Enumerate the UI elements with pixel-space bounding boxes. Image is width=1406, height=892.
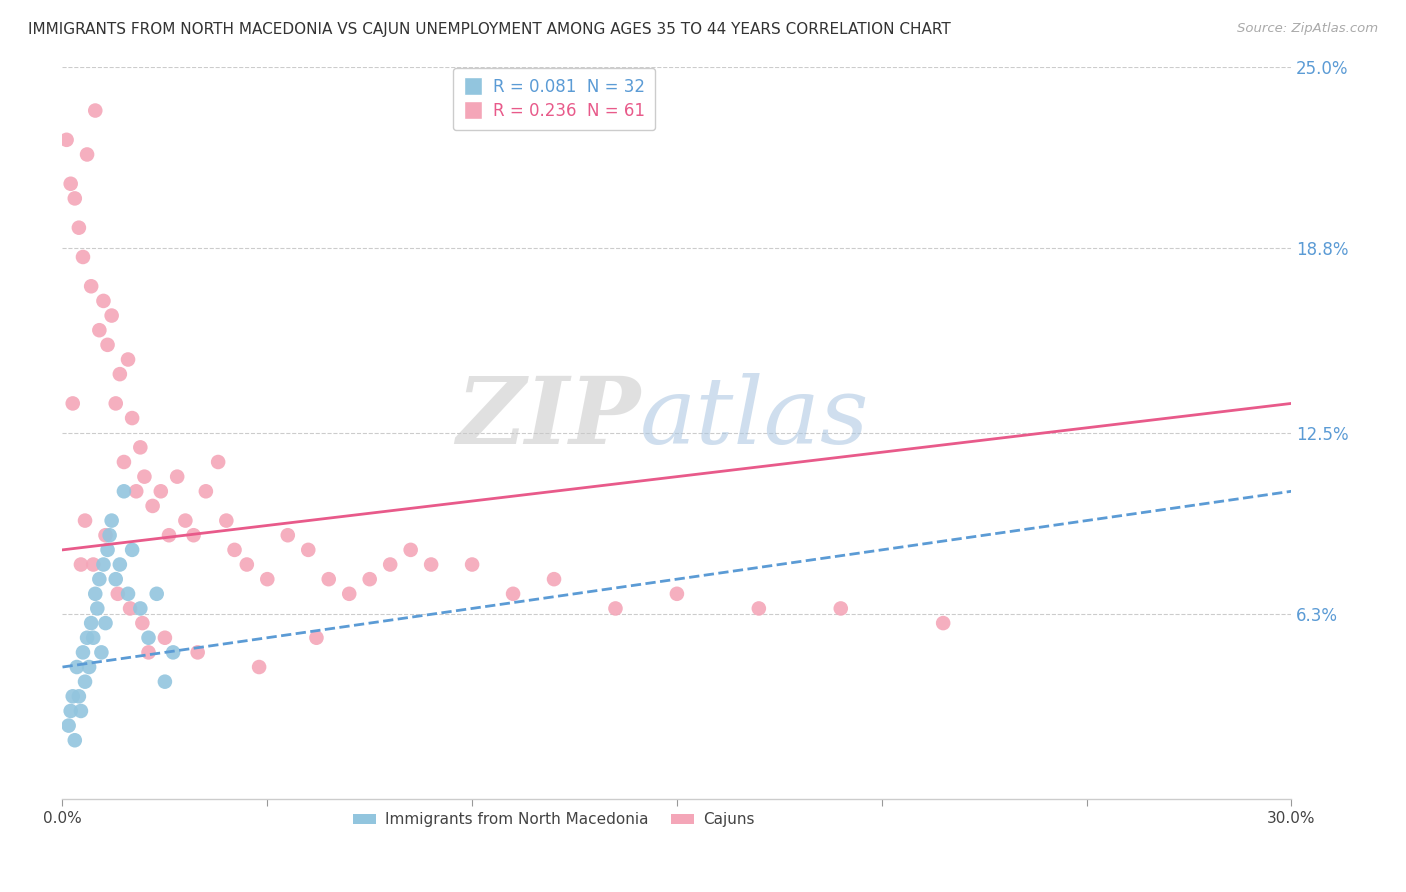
Point	[72, 250, 94, 264]
Point	[98, 528, 121, 542]
Point	[86, 601, 108, 615]
Point	[59, 177, 82, 191]
Point	[96, 542, 118, 557]
Point	[72, 645, 94, 659]
Point	[153, 674, 176, 689]
Point	[399, 542, 422, 557]
Point	[149, 484, 172, 499]
Point	[129, 441, 152, 455]
Point	[932, 616, 955, 631]
Point	[62, 690, 84, 704]
Point	[121, 542, 143, 557]
Point	[194, 484, 217, 499]
Point	[117, 587, 139, 601]
Point	[183, 528, 205, 542]
Point	[131, 616, 153, 631]
Point	[121, 411, 143, 425]
Point	[502, 587, 524, 601]
Point	[112, 455, 135, 469]
Point	[89, 572, 111, 586]
Point	[142, 499, 165, 513]
Point	[138, 645, 160, 659]
Point	[162, 645, 184, 659]
Point	[100, 309, 122, 323]
Point	[207, 455, 229, 469]
Point	[80, 616, 103, 631]
Point	[187, 645, 209, 659]
Point	[82, 558, 104, 572]
Point	[90, 645, 112, 659]
Point	[80, 279, 103, 293]
Point	[461, 558, 484, 572]
Point	[138, 631, 160, 645]
Point	[94, 616, 117, 631]
Point	[70, 704, 93, 718]
Point	[543, 572, 565, 586]
Point	[120, 601, 142, 615]
Point	[84, 103, 107, 118]
Point	[748, 601, 770, 615]
Point	[94, 528, 117, 542]
Point	[256, 572, 278, 586]
Text: Source: ZipAtlas.com: Source: ZipAtlas.com	[1237, 22, 1378, 36]
Point	[112, 484, 135, 499]
Point	[104, 572, 127, 586]
Point	[157, 528, 180, 542]
Point	[174, 514, 197, 528]
Point	[117, 352, 139, 367]
Point	[107, 587, 129, 601]
Point	[153, 631, 176, 645]
Point	[70, 558, 93, 572]
Point	[297, 542, 319, 557]
Point	[93, 293, 115, 308]
Point	[59, 704, 82, 718]
Point	[236, 558, 259, 572]
Point	[67, 690, 90, 704]
Point	[318, 572, 340, 586]
Point	[830, 601, 852, 615]
Point	[380, 558, 402, 572]
Point	[89, 323, 111, 337]
Point	[665, 587, 688, 601]
Point	[104, 396, 127, 410]
Point	[84, 587, 107, 601]
Point	[76, 147, 98, 161]
Point	[73, 674, 96, 689]
Point	[305, 631, 328, 645]
Point	[63, 733, 86, 747]
Point	[63, 191, 86, 205]
Point	[73, 514, 96, 528]
Point	[145, 587, 167, 601]
Point	[277, 528, 299, 542]
Point	[215, 514, 238, 528]
Point	[125, 484, 148, 499]
Point	[108, 558, 131, 572]
Point	[247, 660, 270, 674]
Legend: Immigrants from North Macedonia, Cajuns: Immigrants from North Macedonia, Cajuns	[346, 805, 762, 835]
Text: ZIP: ZIP	[456, 373, 640, 463]
Point	[96, 338, 118, 352]
Point	[166, 469, 188, 483]
Point	[62, 396, 84, 410]
Point	[359, 572, 381, 586]
Text: atlas: atlas	[640, 373, 869, 463]
Point	[76, 631, 98, 645]
Point	[67, 220, 90, 235]
Point	[58, 718, 80, 732]
Point	[605, 601, 627, 615]
Point	[108, 367, 131, 381]
Point	[100, 514, 122, 528]
Point	[55, 133, 77, 147]
Point	[134, 469, 156, 483]
Point	[77, 660, 100, 674]
Point	[337, 587, 360, 601]
Point	[420, 558, 443, 572]
Point	[93, 558, 115, 572]
Point	[82, 631, 104, 645]
Point	[224, 542, 246, 557]
Point	[129, 601, 152, 615]
Text: IMMIGRANTS FROM NORTH MACEDONIA VS CAJUN UNEMPLOYMENT AMONG AGES 35 TO 44 YEARS : IMMIGRANTS FROM NORTH MACEDONIA VS CAJUN…	[28, 22, 950, 37]
Point	[66, 660, 89, 674]
